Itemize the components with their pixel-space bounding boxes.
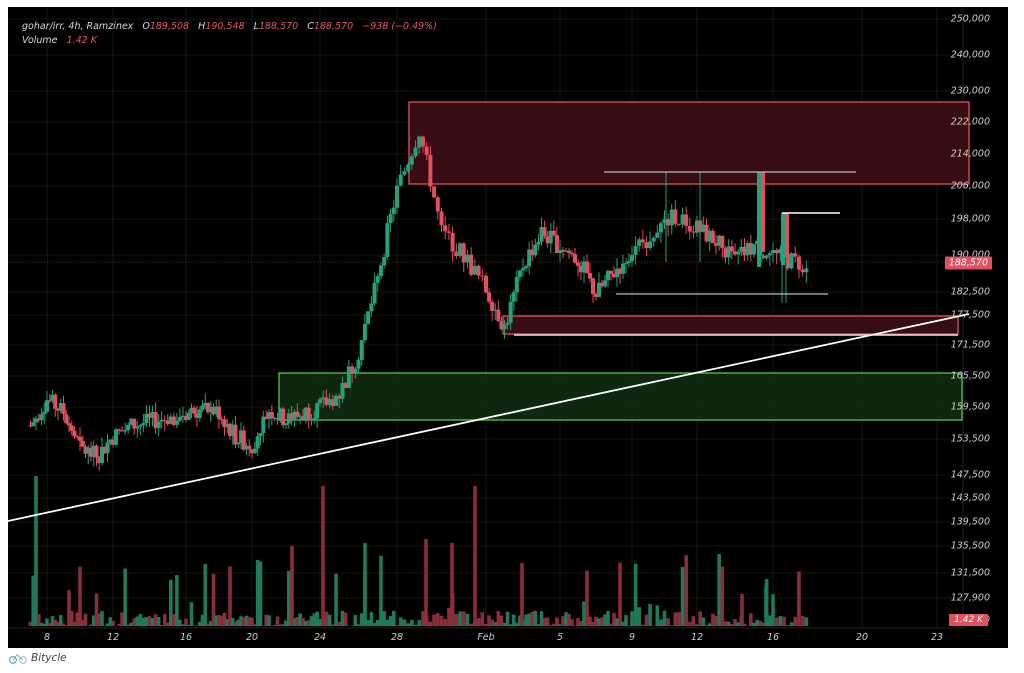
chart-plot-area[interactable] — [8, 7, 1008, 648]
volume-row: Volume 1.42 K — [22, 34, 437, 48]
change-value: −938 (−0.49%) — [362, 21, 437, 32]
zones-layer — [278, 101, 970, 421]
close-value: 188,570 — [313, 21, 354, 32]
candlesticks — [28, 135, 809, 471]
ohlc-row: gohar/irr, 4h, Ramzinex O189,508 H190,54… — [22, 21, 437, 32]
price-axis-label: 230,000 — [950, 85, 990, 97]
drawing-lines — [8, 171, 970, 522]
time-axis-label: 16 — [179, 632, 193, 643]
price-axis-label: 127,900 — [950, 592, 990, 604]
brand-name: Bitycle — [31, 652, 67, 664]
time-axis-label: 9 — [628, 632, 636, 643]
high-value: 190,548 — [205, 21, 245, 32]
chart-frame: gohar/irr, 4h, Ramzinex O189,508 H190,54… — [8, 7, 1008, 648]
time-axis-label: 12 — [690, 632, 704, 643]
low-value: 188,570 — [258, 21, 299, 32]
price-axis-label: 171,500 — [950, 339, 990, 351]
price-axis-label: 159,500 — [950, 401, 990, 413]
price-axis-label: 222,000 — [950, 116, 990, 128]
bicycle-icon — [9, 653, 27, 664]
price-axis-label: 177,500 — [950, 309, 990, 321]
time-axis-label: 20 — [245, 632, 259, 643]
time-axis-label: 20 — [855, 632, 869, 643]
price-axis-label: 165,500 — [950, 370, 990, 382]
price-axis-label: 143,500 — [950, 492, 990, 504]
price-axis-label: 147,500 — [950, 469, 990, 481]
price-axis-label: 182,500 — [950, 286, 990, 298]
price-axis-label: 139,500 — [950, 516, 990, 528]
time-axis-label: Feb — [477, 632, 495, 643]
price-axis-label: 206,000 — [950, 180, 990, 192]
price-axis-label: 135,500 — [950, 540, 990, 552]
price-axis-label: 214,000 — [950, 148, 990, 160]
time-axis-label: 24 — [313, 632, 327, 643]
volume-label: Volume — [22, 35, 58, 46]
open-value: 189,508 — [149, 21, 190, 32]
volume-bars — [28, 476, 809, 626]
current-price-tag: 188,570 — [944, 256, 992, 270]
symbol-label[interactable]: gohar/irr, 4h, Ramzinex — [22, 21, 134, 32]
price-axis-label: 240,000 — [950, 49, 990, 61]
brand-watermark: Bitycle — [9, 652, 67, 664]
time-axis-label: 8 — [43, 632, 51, 643]
volume-value: 1.42 K — [66, 35, 97, 46]
price-axis-label: 190,000 — [950, 249, 990, 261]
volume-tag: 1.42 K — [949, 614, 988, 626]
time-axis-label: 12 — [106, 632, 120, 643]
price-axis-label: 153,500 — [950, 433, 990, 445]
time-axis-label: 5 — [556, 632, 564, 643]
price-axis-label: 198,000 — [950, 213, 990, 225]
time-axis-label: 28 — [390, 632, 404, 643]
time-axis-label: 16 — [766, 632, 780, 643]
price-axis-label: 250,000 — [950, 13, 990, 25]
chart-legend: gohar/irr, 4h, Ramzinex O189,508 H190,54… — [22, 20, 437, 48]
time-axis-label: 23 — [930, 632, 944, 643]
price-axis-label: 131,500 — [950, 567, 990, 579]
